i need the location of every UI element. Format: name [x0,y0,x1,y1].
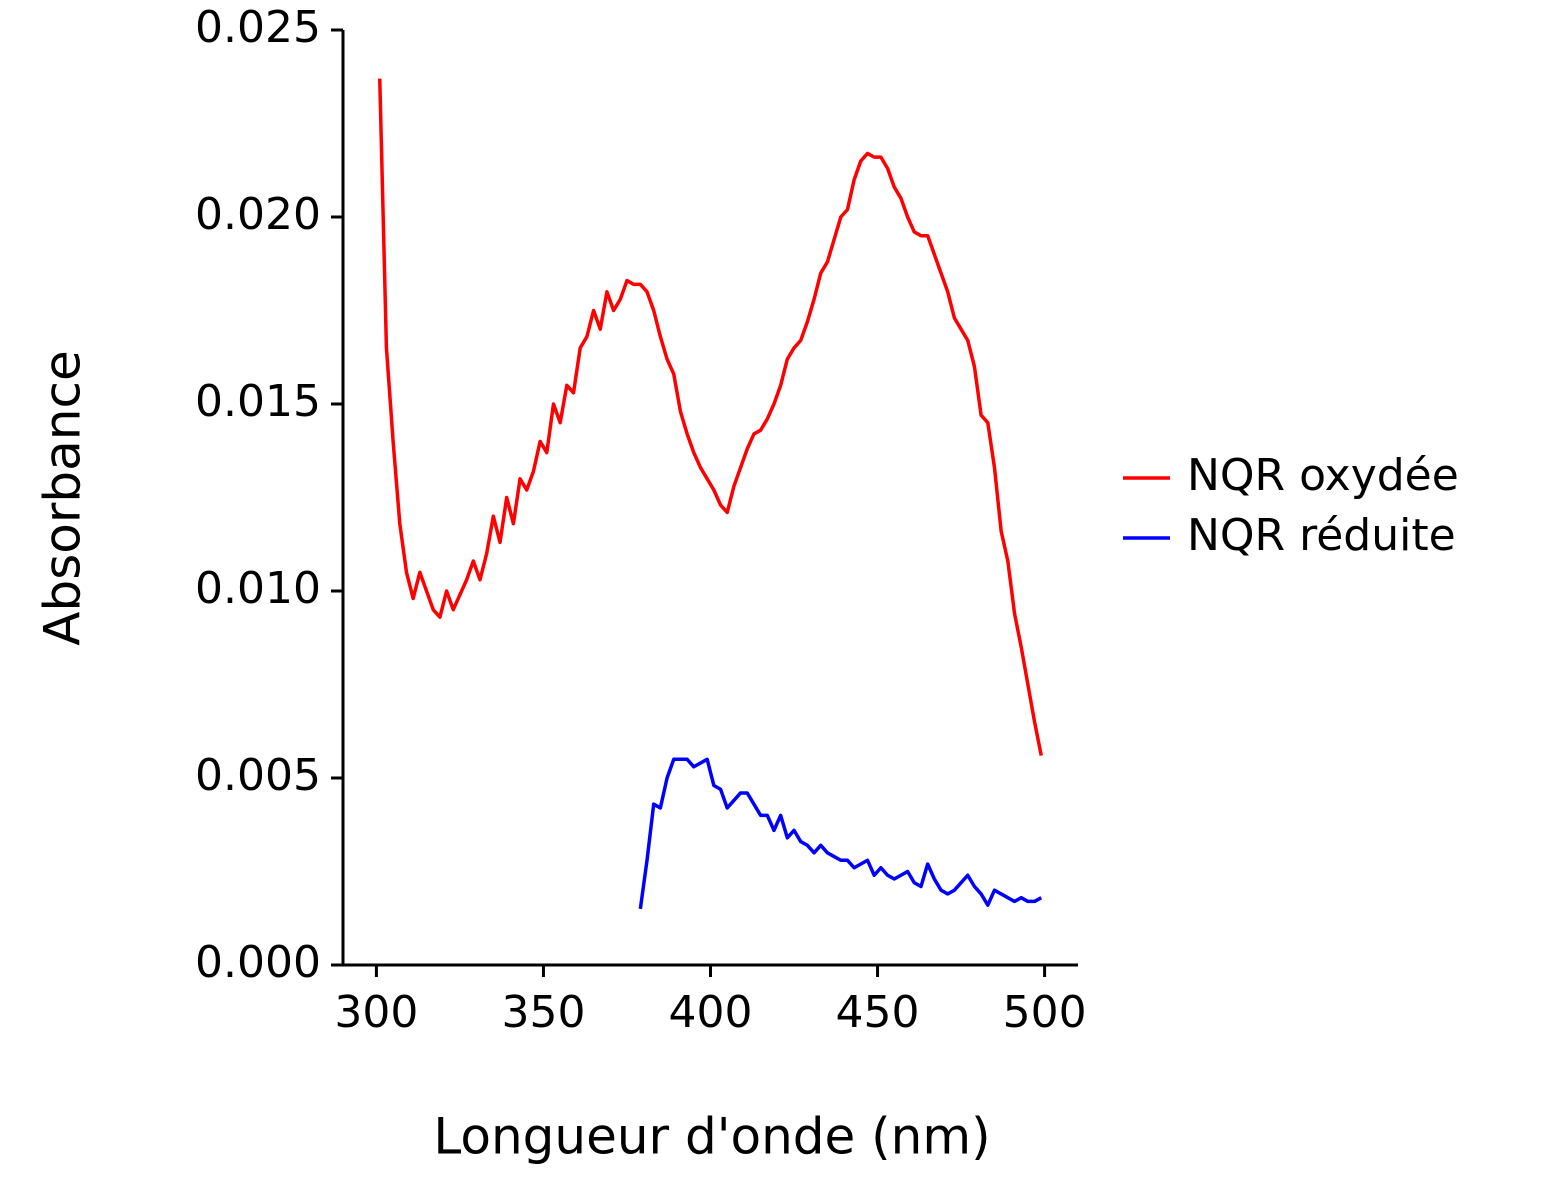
y-tick-label: 0.015 [195,376,321,427]
x-tick-label: 450 [836,987,920,1038]
y-tick-label: 0.025 [195,2,321,53]
x-tick-label: 500 [1003,987,1087,1038]
x-axis-label: Longueur d'onde (nm) [433,1108,990,1166]
series-line [378,78,1043,756]
y-tick-label: 0.000 [195,937,321,988]
y-axis-label: Absorbance [34,350,92,645]
series-line [638,757,1043,910]
legend-label: NQR réduite [1187,510,1456,561]
y-tick-label: 0.010 [195,563,321,614]
y-tick-label: 0.005 [195,750,321,801]
x-tick-label: 300 [334,987,418,1038]
legend-label: NQR oxydée [1187,450,1459,501]
x-tick-label: 400 [669,987,753,1038]
y-tick-label: 0.020 [195,189,321,240]
x-tick-label: 350 [501,987,585,1038]
